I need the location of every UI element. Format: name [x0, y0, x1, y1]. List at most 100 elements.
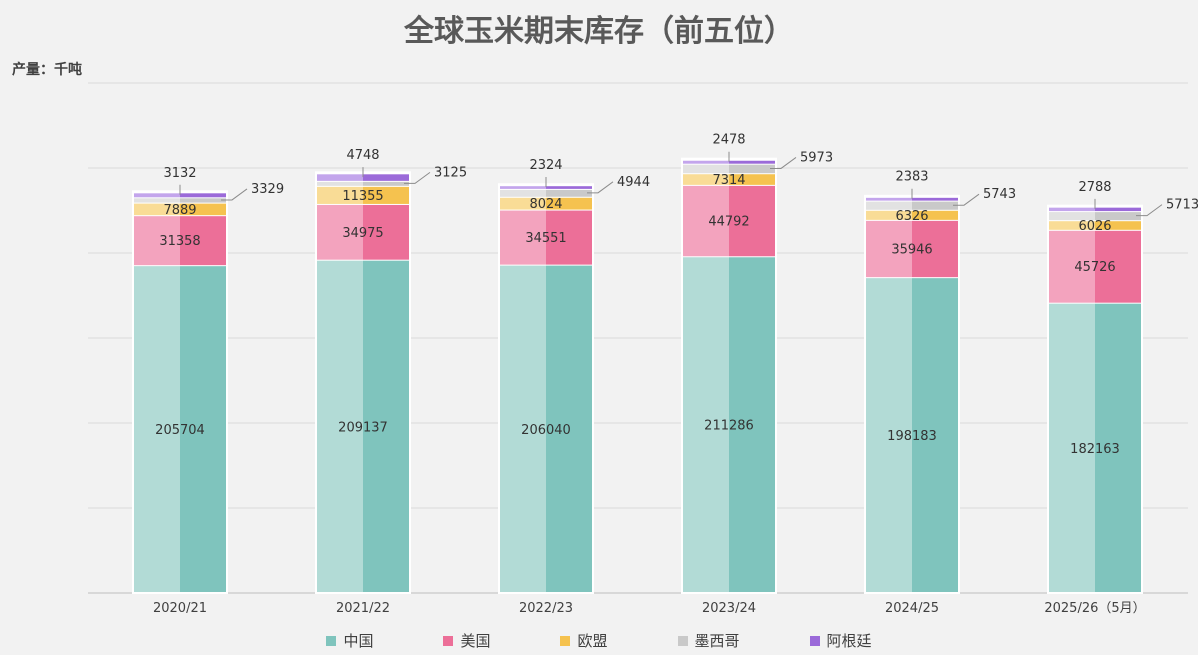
x-tick-label: 2021/22	[336, 601, 390, 616]
data-label: 7889	[163, 203, 196, 218]
legend-item-china[interactable]: 中国	[326, 630, 373, 651]
legend-label: 欧盟	[577, 632, 608, 650]
legend: 中国 美国 欧盟 墨西哥 阿根廷	[0, 630, 1198, 651]
bar-segment	[500, 209, 546, 265]
bar-segment	[683, 163, 729, 174]
bar-segment	[1049, 206, 1095, 212]
bar-segment	[134, 192, 180, 198]
bar-segment	[729, 173, 775, 185]
bar-segment	[134, 215, 180, 266]
bar-segment	[1095, 206, 1141, 212]
legend-swatch	[809, 635, 820, 646]
bar-segment	[363, 173, 409, 181]
chart-title: 全球玉米期末库存（前五位）	[404, 14, 794, 49]
bar-segment	[317, 185, 363, 204]
legend-swatch	[560, 635, 571, 646]
bar-segment	[866, 209, 912, 220]
bar-segment	[866, 277, 912, 593]
bar-segment	[134, 202, 180, 216]
data-label: 44792	[708, 215, 749, 230]
data-label: 4944	[617, 175, 650, 190]
bar-segment	[134, 197, 180, 203]
bar-segment	[500, 188, 546, 197]
bar-segment	[180, 197, 226, 203]
bar-segment	[683, 159, 729, 164]
data-label: 2478	[712, 133, 745, 148]
legend-swatch	[677, 635, 688, 646]
legend-swatch	[326, 635, 337, 646]
bar-segment	[1049, 229, 1095, 303]
leader-line	[770, 157, 797, 169]
bar-segment	[1095, 211, 1141, 221]
bar-segment	[134, 265, 180, 593]
bar-segment	[912, 209, 958, 220]
bar-segment	[912, 277, 958, 593]
bar-segment	[729, 256, 775, 593]
bar-segment	[546, 209, 592, 265]
bar-segment	[729, 159, 775, 164]
bar-segment	[912, 200, 958, 210]
bar-segment	[1049, 220, 1095, 230]
bar-segment	[546, 264, 592, 593]
bar-segment	[912, 219, 958, 278]
leader-line	[404, 171, 431, 184]
bar-segment	[729, 184, 775, 257]
x-tick-label: 2024/25	[885, 601, 939, 616]
legend-label: 墨西哥	[694, 632, 740, 650]
data-label: 2383	[895, 170, 928, 185]
data-label: 34551	[525, 231, 566, 246]
data-label: 5713	[1166, 198, 1198, 213]
leader-line	[1136, 204, 1163, 217]
legend-label: 美国	[460, 632, 491, 650]
data-label: 2788	[1078, 180, 1111, 195]
legend-item-mexico[interactable]: 墨西哥	[677, 630, 740, 651]
legend-label: 阿根廷	[826, 632, 872, 650]
bar-segment	[180, 215, 226, 266]
bar-segment	[317, 203, 363, 260]
data-label: 205704	[155, 423, 205, 438]
bar-segment	[317, 259, 363, 593]
bar-segment	[363, 259, 409, 593]
bar-segment	[317, 180, 363, 186]
data-label: 4748	[346, 148, 379, 163]
legend-item-eu[interactable]: 欧盟	[560, 630, 608, 651]
bar-segment	[500, 185, 546, 189]
data-label: 3125	[434, 165, 467, 180]
bar-segment	[317, 173, 363, 181]
data-label: 182163	[1070, 442, 1120, 457]
x-tick-label: 2022/23	[519, 601, 573, 616]
bar-segment	[1049, 302, 1095, 593]
bar-segment	[683, 256, 729, 593]
data-label: 3132	[163, 166, 196, 181]
bar-segment	[866, 196, 912, 201]
data-label: 35946	[891, 243, 932, 258]
bar-segment	[1095, 302, 1141, 593]
data-label: 45726	[1074, 260, 1115, 275]
bar-segment	[546, 188, 592, 197]
bar-segment	[1095, 220, 1141, 230]
bar-segment	[546, 185, 592, 189]
data-label: 211286	[704, 419, 754, 434]
bar-segment	[729, 163, 775, 174]
bar-segment	[180, 265, 226, 593]
bar-segment	[866, 200, 912, 210]
leader-line	[953, 193, 980, 206]
data-label: 5743	[983, 187, 1016, 202]
data-label: 198183	[887, 429, 937, 444]
bar-segment	[866, 219, 912, 278]
y-axis-label: 产量：千吨	[12, 62, 82, 78]
x-tick-label: 2020/21	[153, 601, 207, 616]
data-label: 209137	[338, 420, 388, 435]
legend-item-usa[interactable]: 美国	[443, 630, 490, 651]
data-label: 5973	[800, 150, 833, 165]
segment-separator	[499, 187, 593, 190]
data-label: 8024	[529, 197, 562, 212]
legend-item-argentina[interactable]: 阿根廷	[809, 630, 872, 651]
leader-line	[221, 188, 248, 201]
bar-segment	[363, 180, 409, 186]
data-label: 2324	[529, 158, 562, 173]
data-label: 206040	[521, 423, 571, 438]
bar-segment	[180, 192, 226, 198]
x-tick-label: 2023/24	[702, 601, 756, 616]
